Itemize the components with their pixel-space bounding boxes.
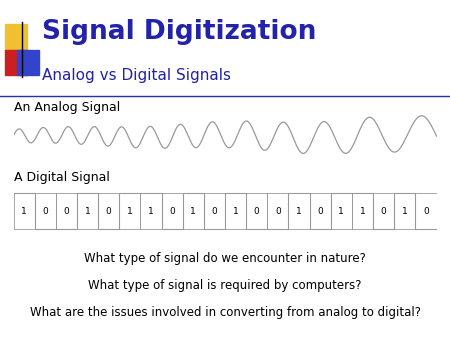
- Text: 0: 0: [317, 207, 323, 216]
- Text: 1: 1: [338, 207, 344, 216]
- Bar: [352, 193, 373, 230]
- Bar: [140, 193, 162, 230]
- Bar: [35, 193, 56, 230]
- Text: 0: 0: [381, 207, 387, 216]
- Bar: [77, 193, 98, 230]
- Text: A Digital Signal: A Digital Signal: [14, 171, 109, 184]
- Text: 0: 0: [212, 207, 217, 216]
- Text: What are the issues involved in converting from analog to digital?: What are the issues involved in converti…: [30, 306, 420, 319]
- Bar: [310, 193, 331, 230]
- Text: 0: 0: [275, 207, 281, 216]
- Bar: [56, 193, 77, 230]
- Bar: [394, 193, 415, 230]
- Bar: [98, 193, 119, 230]
- Bar: [267, 193, 288, 230]
- Text: 0: 0: [106, 207, 112, 216]
- Bar: [162, 193, 183, 230]
- Text: 1: 1: [127, 207, 133, 216]
- Bar: [331, 193, 352, 230]
- Text: 1: 1: [190, 207, 196, 216]
- Text: 0: 0: [42, 207, 48, 216]
- Text: What type of signal do we encounter in nature?: What type of signal do we encounter in n…: [84, 252, 366, 265]
- Text: 0: 0: [254, 207, 260, 216]
- Bar: [246, 193, 267, 230]
- Text: 1: 1: [360, 207, 365, 216]
- Bar: [373, 193, 394, 230]
- Text: 1: 1: [21, 207, 27, 216]
- Text: An Analog Signal: An Analog Signal: [14, 101, 120, 114]
- Bar: [119, 193, 140, 230]
- Text: 1: 1: [85, 207, 90, 216]
- Bar: [14, 193, 35, 230]
- Text: Analog vs Digital Signals: Analog vs Digital Signals: [42, 68, 231, 82]
- Text: 0: 0: [423, 207, 429, 216]
- Text: What type of signal is required by computers?: What type of signal is required by compu…: [88, 279, 362, 292]
- Text: 1: 1: [148, 207, 154, 216]
- Text: 0: 0: [63, 207, 69, 216]
- Bar: [183, 193, 204, 230]
- Text: 1: 1: [296, 207, 302, 216]
- Text: Signal Digitization: Signal Digitization: [42, 19, 316, 45]
- Text: 1: 1: [402, 207, 408, 216]
- Bar: [204, 193, 225, 230]
- Text: 0: 0: [169, 207, 175, 216]
- Bar: [415, 193, 436, 230]
- Bar: [225, 193, 246, 230]
- Bar: [288, 193, 310, 230]
- Text: 1: 1: [233, 207, 238, 216]
